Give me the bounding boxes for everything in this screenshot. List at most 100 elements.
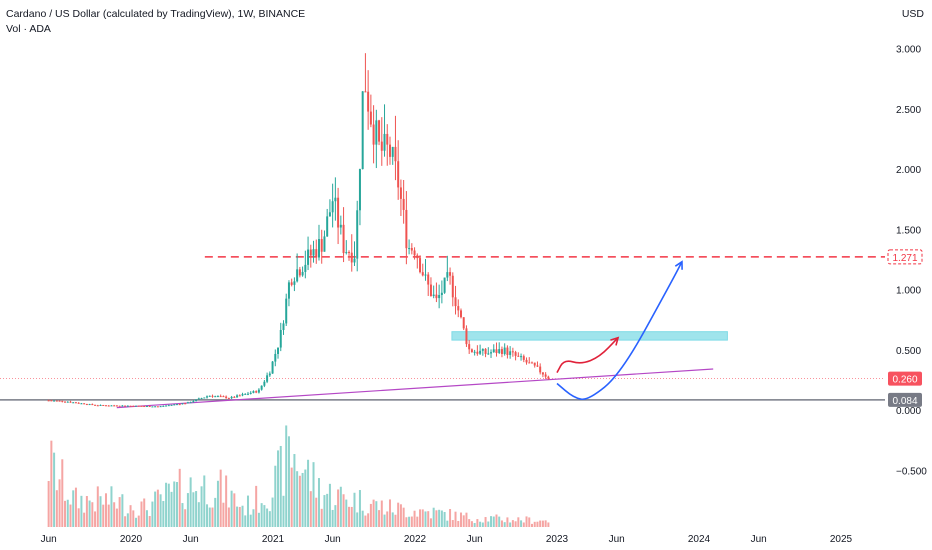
candle-body: [309, 249, 312, 256]
volume-bar: [233, 493, 236, 527]
volume-bar: [162, 501, 165, 527]
volume-bar: [184, 509, 187, 527]
volume-bar: [129, 505, 132, 527]
volume-bar: [132, 510, 135, 527]
candle-body: [61, 400, 64, 402]
candle-body: [77, 402, 80, 404]
candle-body: [156, 406, 159, 408]
volume-bar: [317, 478, 320, 527]
volume-bar: [260, 503, 263, 527]
candle-body: [399, 187, 402, 199]
currency-label: USD: [901, 8, 924, 20]
candle-body: [331, 201, 334, 213]
candle-body: [484, 348, 487, 354]
candle-body: [419, 258, 422, 273]
volume-bar: [151, 501, 154, 527]
volume-bar: [547, 522, 550, 527]
current-price-badge: [888, 371, 922, 386]
volume-bar: [380, 500, 383, 527]
volume-bar: [541, 520, 544, 527]
price-axis[interactable]: 3.000 2.500 2.000 1.500 1.000 0.500 0.000 −0.50…: [896, 45, 927, 478]
candle-body: [173, 404, 176, 406]
candle-body: [268, 373, 271, 376]
candle-body: [511, 351, 514, 353]
time-tick-label: Jun: [183, 534, 199, 545]
candle-body: [367, 91, 370, 112]
volume-bar: [94, 511, 97, 527]
volume-bar: [432, 507, 435, 527]
volume-bar: [468, 519, 471, 527]
volume-bar: [203, 475, 206, 527]
volume-bar: [446, 520, 449, 527]
volume-bar: [64, 500, 67, 527]
candle-body: [473, 351, 476, 353]
volume-bar: [353, 492, 356, 527]
volume-bar: [69, 504, 72, 527]
time-tick-label: Jun: [751, 534, 767, 545]
candle-body: [372, 124, 375, 145]
volume-bar: [410, 516, 413, 527]
candle-body: [200, 398, 203, 400]
volume-bar: [192, 492, 195, 527]
candle-body: [230, 396, 233, 399]
time-tick-label: 2023: [546, 534, 569, 545]
volume-bar: [214, 497, 217, 527]
volume-bar: [206, 504, 209, 527]
candle-body: [64, 401, 67, 403]
candle-body: [470, 349, 473, 353]
candle-body: [271, 361, 274, 374]
candle-body: [498, 349, 501, 353]
volume-bar: [520, 520, 523, 527]
candle-body: [50, 400, 53, 402]
candle-body: [356, 210, 359, 259]
candle-body: [263, 381, 266, 386]
volume-bar: [148, 515, 151, 527]
volume-bar: [195, 491, 198, 527]
volume-bar: [277, 450, 280, 527]
volume-bar: [124, 516, 127, 527]
symbol-title[interactable]: Cardano / US Dollar (calculated by Tradi…: [6, 8, 306, 20]
volume-bar: [517, 517, 520, 527]
candle-body: [348, 252, 351, 254]
candle-body: [462, 317, 465, 329]
candle-body: [520, 356, 523, 358]
volume-bar: [274, 465, 277, 527]
volume-bar: [115, 508, 118, 527]
volume-bar: [522, 522, 525, 527]
volume-bar: [241, 505, 244, 527]
volume-bar: [58, 479, 61, 527]
candle-body: [140, 405, 143, 407]
candle-body: [459, 310, 462, 318]
candle-body: [378, 120, 381, 142]
volume-bar: [118, 497, 121, 527]
candle-body: [547, 376, 550, 379]
time-tick-label: 2025: [830, 534, 853, 545]
trendline: [116, 368, 714, 409]
volume-bar: [77, 508, 80, 527]
volume-bar: [159, 494, 162, 527]
volume-bar: [154, 491, 157, 527]
volume-bar: [367, 513, 370, 527]
volume-bar: [481, 522, 484, 527]
candle-body: [432, 294, 435, 296]
candle-body: [443, 277, 446, 293]
volume-bar: [326, 493, 329, 527]
volume-bar: [230, 490, 233, 527]
candle-body: [257, 389, 260, 393]
volume-bar: [225, 475, 228, 527]
candle-body: [151, 406, 154, 408]
time-tick-label: Jun: [467, 534, 483, 545]
candle-body: [219, 396, 222, 398]
volume-bar: [358, 490, 361, 527]
candle-body: [446, 272, 449, 278]
candle-body: [454, 297, 457, 307]
time-axis[interactable]: Jun 2020 Jun 2021 Jun 2022 Jun 2023 Jun 2024 Jun 20…: [41, 534, 853, 545]
price-tick-label: 1.500: [896, 225, 921, 236]
volume-bar: [514, 521, 517, 527]
candle-body: [80, 403, 83, 405]
volume-bar: [296, 471, 299, 527]
candle-body: [358, 169, 361, 211]
candle-body: [315, 249, 318, 258]
volume-bar: [140, 501, 143, 527]
